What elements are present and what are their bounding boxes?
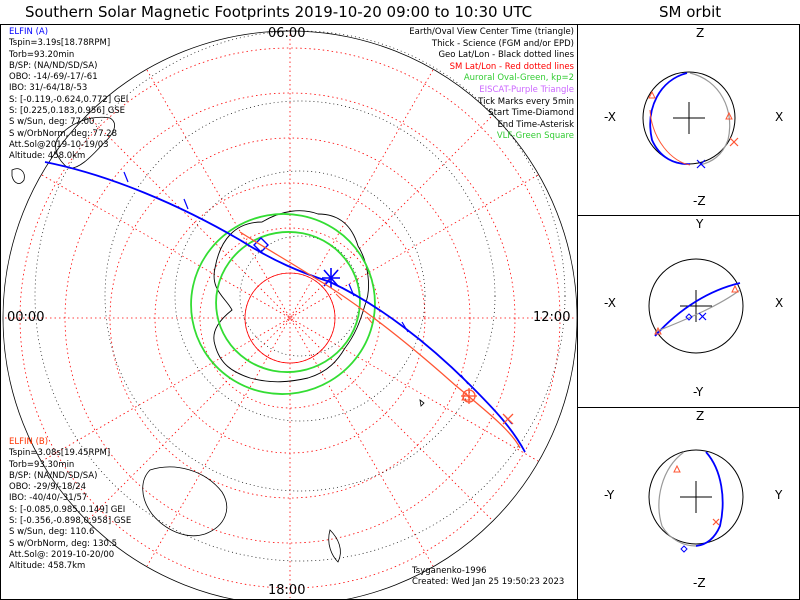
legend-item: End Time-Asterisk	[497, 119, 574, 130]
elfin-b-info-line: Torb=93.30min	[9, 459, 75, 470]
south-america-outline	[55, 116, 115, 169]
orbit1-bottom-label: -Z	[693, 194, 706, 208]
elfin-b-info-line: Altitude: 458.7km	[9, 561, 86, 572]
legend-item: Geo Lat/Lon - Black dotted lines	[438, 50, 574, 61]
orbit-title: SM orbit	[659, 3, 722, 21]
elfin-b-title: ELFIN (B)	[9, 437, 49, 447]
orbit2-plot	[648, 258, 744, 354]
elfin-b-info-line: OBO: -29/9/-18/24	[9, 482, 87, 493]
orbit2-bottom-label: -Y	[693, 385, 704, 399]
elfin-b-ticks	[335, 293, 373, 324]
elfin-a-info-line: S w/OrbNorm, deg: 77.28	[9, 128, 118, 139]
legend-item: EISCAT-Purple Triangle	[479, 84, 574, 95]
elfin-b-info-line: B/SP: (NA/ND/SD/SA)	[9, 470, 98, 481]
orbit3-top-label: Z	[696, 409, 705, 423]
legend: Earth/Oval View Center Time (triangle) Th…	[409, 27, 574, 143]
orbit1-plot	[642, 71, 739, 169]
elfin-a-info-line: OBO: -14/-69/-17/-61	[9, 72, 98, 83]
elfin-a-track	[44, 161, 526, 453]
orbit3-bottom-label: -Z	[693, 576, 706, 590]
orbit1-left-label: -X	[604, 110, 616, 124]
map-title: Southern Solar Magnetic Footprints 2019-…	[25, 3, 533, 21]
island-small	[419, 399, 425, 407]
legend-item: SM Lat/Lon - Red dotted lines	[449, 61, 574, 72]
elfin-a-info-line: Altitude: 458.0km	[9, 151, 86, 162]
elfin-b-track	[239, 231, 521, 449]
created-timestamp: Created: Wed Jan 25 19:50:23 2023	[412, 577, 565, 587]
elfin-b-info-line: S: [-0.356,-0.898,0.958] GSE	[9, 516, 132, 527]
antarctica-outline	[213, 210, 369, 383]
orbit2-left-label: -X	[604, 296, 616, 310]
map-boundary	[2, 30, 578, 600]
elfin-b-info-line: S w/OrbNorm, deg: 130.5	[9, 538, 118, 549]
orbit1-right-label: X	[775, 110, 784, 124]
sm-pole-circle	[244, 272, 336, 364]
legend-item: Tick Marks every 5min	[478, 96, 574, 107]
view-center-triangle	[461, 391, 471, 401]
orbit3-right-label: Y	[775, 488, 783, 502]
elfin-a-info: ELFIN (A) Tspin=3.19s[18.78RPM] Torb=93.2…	[9, 27, 128, 163]
legend-item: Earth/Oval View Center Time (triangle)	[409, 27, 574, 37]
orbit2-top-label: Y	[696, 217, 704, 231]
mlt-label-top: 06:00	[268, 26, 306, 41]
mlt-label-left: 00:00	[7, 310, 45, 325]
elfin-a-info-line: S w/Sun, deg: 77.00	[9, 117, 95, 128]
australia-outline	[142, 466, 227, 537]
elfin-a-info-line: Att.Sol@2019-10-19/03	[9, 139, 109, 150]
elfin-a-info-line: IBO: 31/-64/18/-53	[9, 83, 88, 94]
elfin-a-title: ELFIN (A)	[9, 27, 49, 37]
orbit3-left-label: -Y	[604, 488, 615, 502]
mlt-label-right: 12:00	[533, 310, 571, 325]
orbit3-plot	[648, 449, 744, 553]
africa-outline	[11, 168, 25, 184]
elfin-b-info-line: Att.Sol@: 2019-10-20/00	[9, 549, 115, 560]
elfin-a-info-line: Torb=93.20min	[9, 49, 75, 60]
elfin-b-view-marker	[461, 388, 477, 404]
auroral-oval	[190, 213, 376, 395]
elfin-b-info-line: Tspin=3.08s[19.45RPM]	[9, 448, 111, 459]
elfin-a-info-line: S: [-0.119,-0.624,0.772] GEI	[9, 94, 129, 105]
elfin-b-info-line: S w/Sun, deg: 110.6	[9, 527, 95, 538]
legend-item: Thick - Science (FGM and/or EPD)	[431, 38, 574, 49]
mlt-label-bottom: 18:00	[268, 583, 306, 598]
legend-item: VLF-Green Square	[496, 131, 574, 142]
model-credit: Tsyganenko-1996	[412, 566, 487, 576]
elfin-b-info: ELFIN (B) Tspin=3.08s[19.45RPM] Torb=93.3…	[9, 437, 131, 573]
legend-item: Auroral Oval-Green, kp=2	[463, 73, 574, 84]
elfin-b-info-line: IBO: -40/40/-31/57	[9, 493, 88, 504]
orbit2-right-label: X	[775, 296, 784, 310]
elfin-a-info-line: S: [0.225,0.183,0.956] GSE	[9, 106, 126, 117]
legend-item: Start Time-Diamond	[488, 108, 574, 119]
elfin-a-info-line: Tspin=3.19s[18.78RPM]	[9, 38, 111, 49]
elfin-a-info-line: B/SP: (NA/ND/SD/SA)	[9, 60, 98, 71]
elfin-b-end-asterisk	[502, 413, 514, 425]
new-zealand-outline	[328, 529, 341, 563]
sm-grid	[5, 30, 575, 598]
elfin-a-end-asterisk	[322, 268, 340, 288]
orbit1-top-label: Z	[696, 26, 705, 40]
elfin-b-info-line: S: [-0.085,0.985,0.149] GEI	[9, 504, 126, 515]
